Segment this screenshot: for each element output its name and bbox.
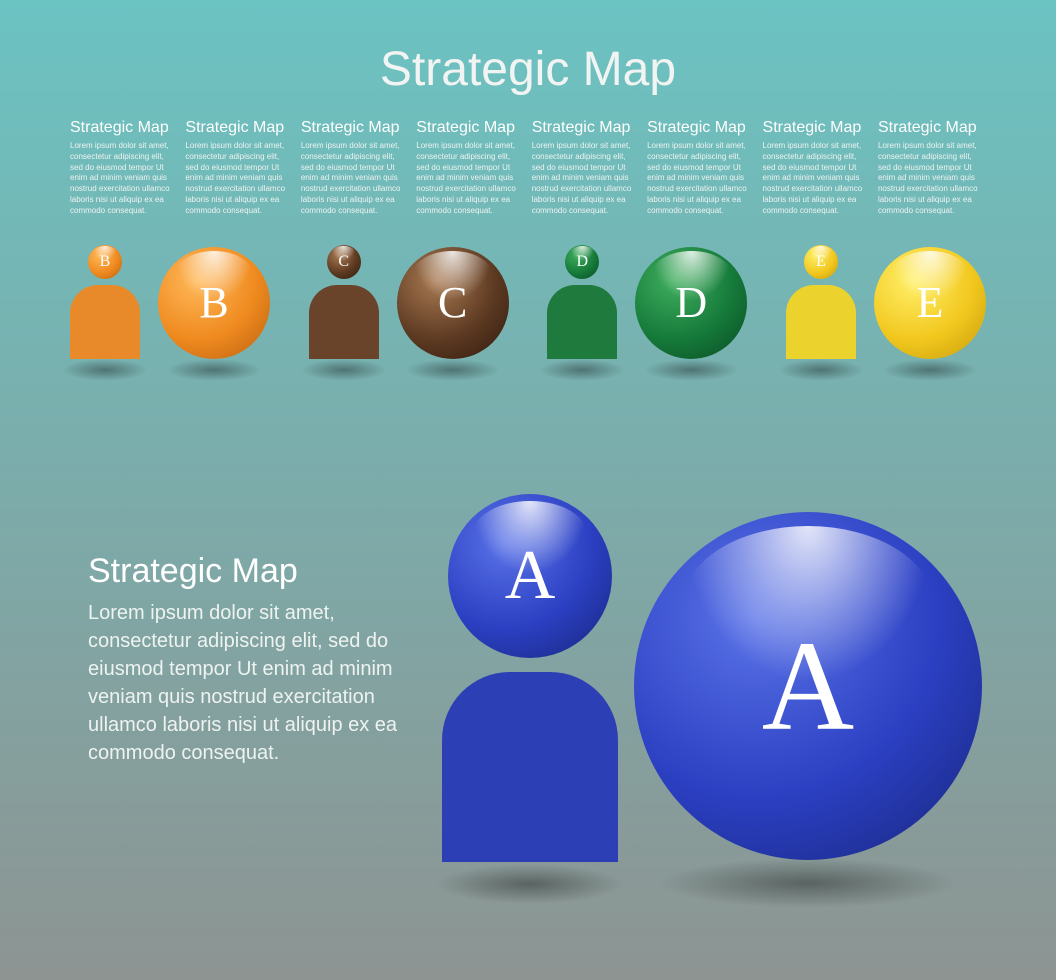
person-head-letter: B <box>100 253 111 271</box>
orb-letter: E <box>917 277 944 328</box>
orb-letter: D <box>675 277 707 328</box>
person-icon: B <box>70 245 140 359</box>
feature-orb-shadow <box>658 858 958 908</box>
shadow <box>644 359 739 381</box>
feature-body: Lorem ipsum dolor sit amet, consectetur … <box>88 599 428 767</box>
column-body: Lorem ipsum dolor sit amet, consectetur … <box>763 141 871 217</box>
orb: D <box>635 247 747 359</box>
columns-row: Strategic Map Lorem ipsum dolor sit amet,… <box>0 119 1056 217</box>
column: Strategic Map Lorem ipsum dolor sit amet,… <box>185 119 293 217</box>
orb: B <box>158 247 270 359</box>
column-title: Strategic Map <box>70 119 178 137</box>
shadow <box>539 359 625 381</box>
person-head: B <box>88 245 122 279</box>
person-icon: D <box>547 245 617 359</box>
feature-block: Strategic Map Lorem ipsum dolor sit amet… <box>88 552 428 767</box>
infographic-canvas: Strategic Map Strategic Map Lorem ipsum d… <box>0 0 1056 980</box>
shadow <box>405 359 500 381</box>
orb: C <box>397 247 509 359</box>
item-pair: CC <box>309 245 509 359</box>
person-head-letter: C <box>338 253 349 271</box>
person-body <box>70 285 140 359</box>
shadow <box>166 359 261 381</box>
column: Strategic Map Lorem ipsum dolor sit amet,… <box>647 119 755 217</box>
column-body: Lorem ipsum dolor sit amet, consectetur … <box>301 141 409 217</box>
person-head: D <box>565 245 599 279</box>
column-title: Strategic Map <box>647 119 755 137</box>
column-body: Lorem ipsum dolor sit amet, consectetur … <box>70 141 178 217</box>
orb-letter: C <box>438 277 467 328</box>
feature-text: Strategic Map Lorem ipsum dolor sit amet… <box>88 552 428 767</box>
person-body <box>309 285 379 359</box>
column-title: Strategic Map <box>301 119 409 137</box>
person-body <box>786 285 856 359</box>
main-title: Strategic Map <box>0 0 1056 97</box>
column-body: Lorem ipsum dolor sit amet, consectetur … <box>647 141 755 217</box>
item-pair: EE <box>786 245 986 359</box>
feature-person-head-letter: A <box>505 536 556 616</box>
person-head: C <box>327 245 361 279</box>
item-pair: BB <box>70 245 270 359</box>
feature-title: Strategic Map <box>88 552 428 591</box>
person-body <box>547 285 617 359</box>
column: Strategic Map Lorem ipsum dolor sit amet,… <box>532 119 640 217</box>
column: Strategic Map Lorem ipsum dolor sit amet,… <box>763 119 871 217</box>
feature-orb: A <box>634 512 982 860</box>
column-title: Strategic Map <box>878 119 986 137</box>
items-row: BBCCDDEE <box>0 245 1056 359</box>
feature-person-head: A <box>448 494 612 658</box>
column-title: Strategic Map <box>532 119 640 137</box>
column-body: Lorem ipsum dolor sit amet, consectetur … <box>878 141 986 217</box>
column: Strategic Map Lorem ipsum dolor sit amet,… <box>301 119 409 217</box>
feature-person-icon: A <box>442 494 618 862</box>
feature-person-body <box>442 672 618 862</box>
feature-orb-letter: A <box>762 613 854 760</box>
orb: E <box>874 247 986 359</box>
item-pair: DD <box>547 245 747 359</box>
shadow <box>301 359 387 381</box>
shadow <box>778 359 864 381</box>
column-title: Strategic Map <box>185 119 293 137</box>
column: Strategic Map Lorem ipsum dolor sit amet,… <box>878 119 986 217</box>
person-head-letter: E <box>816 253 826 271</box>
column-title: Strategic Map <box>763 119 871 137</box>
person-head-letter: D <box>577 253 589 271</box>
column-body: Lorem ipsum dolor sit amet, consectetur … <box>185 141 293 217</box>
orb-letter: B <box>199 277 228 328</box>
feature-person-shadow <box>435 864 625 904</box>
shadow <box>882 359 977 381</box>
shadow <box>62 359 148 381</box>
column: Strategic Map Lorem ipsum dolor sit amet,… <box>70 119 178 217</box>
column-title: Strategic Map <box>416 119 524 137</box>
column-body: Lorem ipsum dolor sit amet, consectetur … <box>416 141 524 217</box>
person-icon: C <box>309 245 379 359</box>
person-icon: E <box>786 245 856 359</box>
column-body: Lorem ipsum dolor sit amet, consectetur … <box>532 141 640 217</box>
column: Strategic Map Lorem ipsum dolor sit amet,… <box>416 119 524 217</box>
person-head: E <box>804 245 838 279</box>
